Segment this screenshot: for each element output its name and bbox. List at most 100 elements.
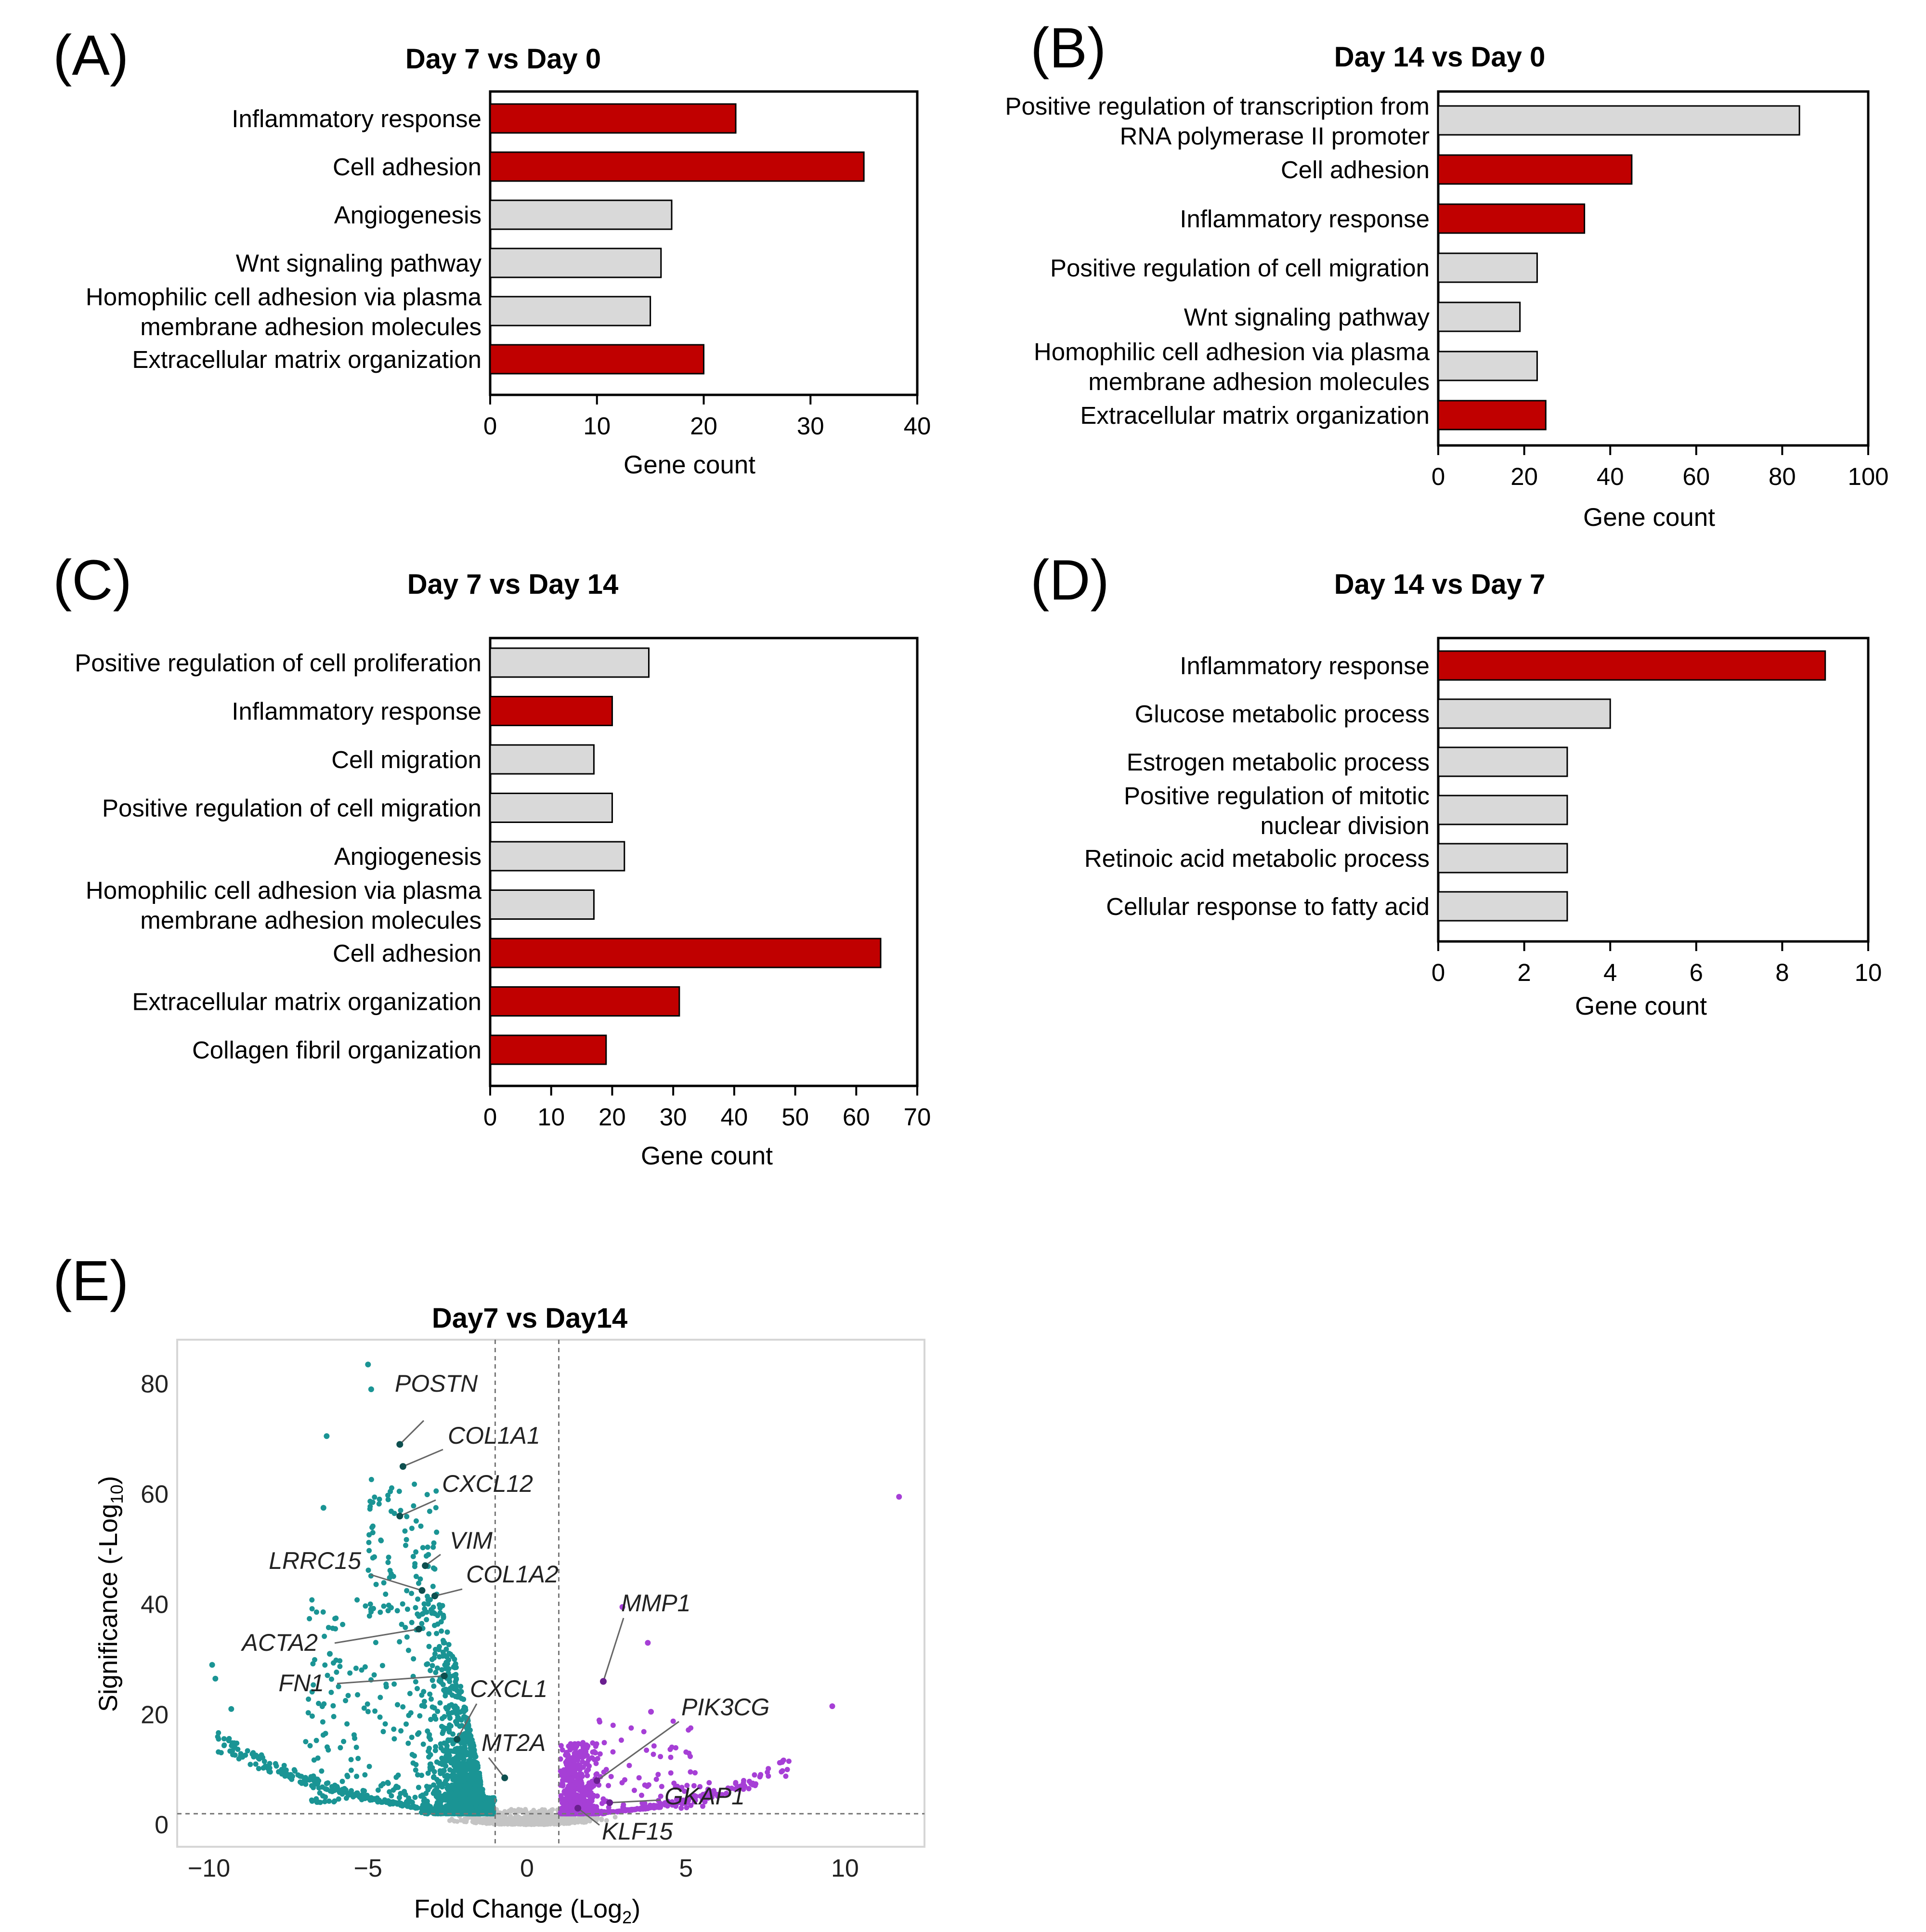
volcano-point-up	[685, 1798, 691, 1804]
volcano-point-up	[631, 1788, 637, 1793]
volcano-point-down	[425, 1804, 430, 1810]
volcano-point-down	[422, 1800, 428, 1805]
volcano-point-down	[366, 1540, 372, 1545]
volcano-point-down	[279, 1767, 285, 1773]
volcano-point-ns	[540, 1807, 545, 1812]
volcano-point-down	[462, 1746, 468, 1752]
volcano-point-down	[420, 1611, 426, 1617]
volcano-point-down	[313, 1609, 319, 1615]
volcano-point-down	[442, 1740, 447, 1746]
volcano-x-tick-label: −5	[354, 1854, 382, 1882]
volcano-point-down	[375, 1787, 381, 1793]
panel-c: (C) Day 7 vs Day 14 Positive regulation …	[53, 548, 931, 1170]
volcano-point-down	[393, 1784, 399, 1789]
volcano-point-down	[425, 1597, 431, 1603]
volcano-point-down	[443, 1778, 449, 1784]
volcano-point-down	[433, 1488, 439, 1494]
volcano-point-ns	[612, 1815, 618, 1820]
panel-c-category-label: Collagen fibril organization	[192, 1036, 482, 1064]
panel-a-bar	[489, 344, 704, 375]
volcano-y-tick-label: 80	[141, 1371, 169, 1398]
volcano-point-down	[373, 1640, 378, 1645]
volcano-point-down	[472, 1786, 478, 1792]
volcano-point-down	[425, 1728, 430, 1734]
volcano-point-down	[467, 1776, 472, 1782]
volcano-point-down	[431, 1684, 437, 1689]
volcano-point-up	[563, 1789, 569, 1795]
volcano-point-down	[331, 1799, 337, 1805]
panel-d-tick-label: 0	[1431, 959, 1445, 986]
volcano-point-up	[573, 1795, 578, 1801]
volcano-point-ns	[476, 1816, 481, 1822]
panel-b-category-label: Inflammatory response	[1180, 205, 1430, 233]
volcano-point-down	[343, 1698, 349, 1703]
panel-b-category-label: Cell adhesion	[1281, 156, 1430, 183]
volcano-point-down	[469, 1763, 475, 1769]
volcano-point-up	[601, 1769, 607, 1775]
volcano-point-up	[719, 1792, 725, 1798]
panel-a-category-label: Wnt signaling pathway	[236, 249, 482, 277]
volcano-point-down	[362, 1788, 367, 1794]
panel-b-tick-label: 60	[1682, 463, 1710, 490]
panel-a-category-label: Cell adhesion	[333, 153, 482, 181]
panel-c-category-label: Cell adhesion	[333, 940, 482, 967]
volcano-point-down	[377, 1695, 383, 1700]
volcano-point-down	[309, 1597, 315, 1603]
panel-a-category-label: Extracellular matrix organization	[132, 346, 482, 373]
volcano-point-down	[379, 1663, 385, 1669]
volcano-point-up	[780, 1768, 785, 1774]
volcano-point-outlier	[645, 1640, 651, 1646]
gene-highlight-point	[606, 1799, 613, 1806]
panel-c-category-label: Inflammatory response	[232, 698, 482, 725]
volcano-point-up	[658, 1801, 664, 1806]
volcano-point-down	[362, 1772, 368, 1778]
volcano-point-down	[311, 1776, 317, 1782]
volcano-point-down	[437, 1808, 443, 1814]
gene-label-vim: VIM	[450, 1527, 493, 1554]
volcano-point-down	[305, 1710, 311, 1716]
volcano-point-down	[457, 1772, 463, 1778]
volcano-point-down	[221, 1742, 227, 1748]
volcano-point-down	[381, 1603, 387, 1609]
volcano-point-down	[425, 1601, 431, 1607]
panel-d-category-label: Cellular response to fatty acid	[1106, 893, 1430, 920]
volcano-point-down	[412, 1564, 417, 1569]
volcano-point-down	[477, 1806, 483, 1812]
volcano-point-down	[245, 1748, 250, 1754]
volcano-point-down	[369, 1796, 375, 1802]
volcano-point-down	[463, 1705, 468, 1711]
volcano-point-up	[558, 1743, 564, 1749]
volcano-point-up	[647, 1802, 653, 1808]
panel-b-category-label: Positive regulation of cell migration	[1050, 254, 1430, 282]
panel-c-bars: Positive regulation of cell proliferatio…	[75, 637, 931, 1131]
volcano-point-down	[420, 1741, 426, 1747]
volcano-plot-area	[176, 1339, 925, 1848]
panel-a-tick-label: 30	[797, 412, 824, 440]
volcano-point-down	[216, 1736, 221, 1742]
gene-highlight-point	[454, 1736, 461, 1743]
volcano-point-up	[742, 1783, 748, 1789]
volcano-point-down	[377, 1496, 382, 1502]
volcano-point-down	[443, 1753, 449, 1759]
volcano-point-down	[417, 1576, 423, 1582]
volcano-point-up	[594, 1804, 599, 1810]
panel-e: (E) Day7 vs Day14 POSTNCOL1A1CXCL12VIMLR…	[53, 1249, 925, 1927]
volcano-point-down	[426, 1644, 432, 1649]
panel-d-tick-label: 10	[1855, 959, 1882, 986]
volcano-point-down	[421, 1689, 427, 1695]
volcano-xlabel-end: )	[632, 1894, 640, 1923]
volcano-point-down	[232, 1740, 237, 1746]
volcano-point-down	[403, 1721, 409, 1727]
volcano-point-down	[458, 1800, 464, 1805]
volcano-point-down	[376, 1501, 382, 1507]
volcano-point-down	[385, 1780, 390, 1785]
volcano-point-down	[428, 1764, 433, 1770]
volcano-point-up	[575, 1800, 581, 1805]
volcano-point-down	[432, 1651, 438, 1657]
volcano-point-ns	[447, 1818, 452, 1823]
volcano-point-up	[579, 1781, 585, 1787]
volcano-point-down	[336, 1796, 341, 1802]
gene-label-acta2: ACTA2	[241, 1629, 318, 1656]
volcano-point-up	[569, 1799, 575, 1805]
